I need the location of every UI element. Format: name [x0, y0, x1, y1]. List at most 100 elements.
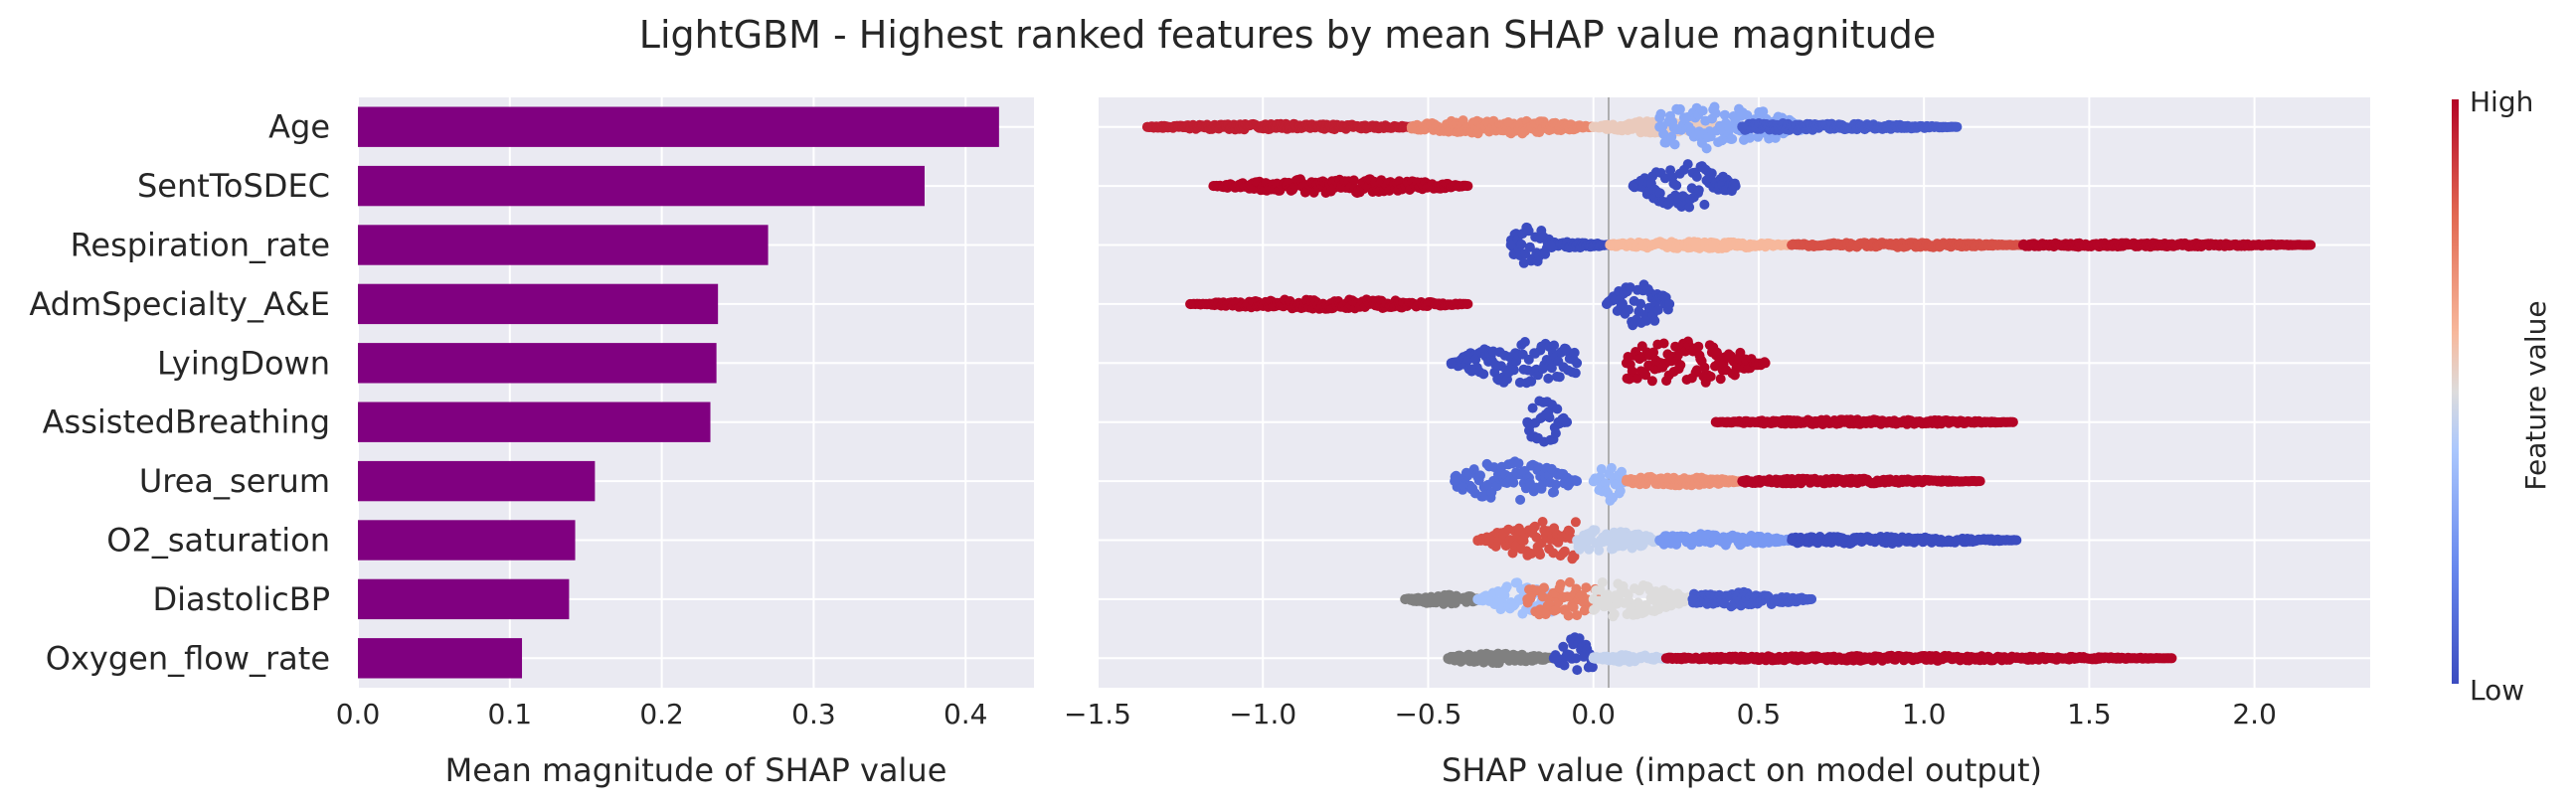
shap-point [1550, 428, 1561, 438]
shap-point [1406, 121, 1417, 132]
shap-point [1472, 593, 1483, 604]
shap-point [2017, 240, 2028, 250]
bar [358, 460, 596, 502]
shap-point [1348, 175, 1359, 186]
shap-point [1559, 546, 1570, 557]
feature-label: Age [268, 108, 330, 146]
swarm-x-tick-label: 1.5 [2067, 698, 2112, 730]
shap-point [1572, 358, 1583, 369]
shap-point [1806, 593, 1817, 604]
shap-point [1617, 466, 1627, 477]
shap-point [1588, 476, 1599, 487]
shap-point [1543, 373, 1554, 384]
shap-point [1443, 653, 1454, 664]
shap-point [1646, 376, 1657, 387]
shap-point [1687, 593, 1698, 604]
shap-point [1737, 121, 1748, 132]
shap-point [1570, 368, 1581, 379]
bar [358, 638, 523, 679]
shap-point [1624, 304, 1634, 315]
shap-point [1508, 365, 1519, 376]
swarm-x-tick-label: −1.0 [1229, 698, 1296, 730]
shap-point [1462, 298, 1473, 309]
shap-point [1570, 517, 1581, 528]
beeswarm-axes [1098, 97, 2370, 688]
shap-point [1185, 298, 1196, 309]
shap-point [1727, 133, 1738, 144]
feature-label: AdmSpecialty_A&E [29, 285, 330, 323]
shap-point [1537, 517, 1548, 527]
feature-label: DiastolicBP [152, 580, 330, 618]
shap-point [1550, 479, 1561, 490]
bar-x-tick-label: 0.0 [336, 698, 381, 730]
swarm-x-tick-label: −0.5 [1394, 698, 1461, 730]
shap-point [1590, 525, 1601, 536]
shap-point [1513, 458, 1524, 469]
shap-point [1572, 535, 1583, 546]
shap-point [1588, 593, 1599, 604]
shap-point [1609, 609, 1620, 619]
shap-point [1628, 181, 1638, 192]
shap-point [1545, 240, 1556, 250]
shap-point [1615, 485, 1626, 496]
shap-point [1641, 315, 1651, 326]
shap-point [1554, 372, 1565, 383]
colorbar-gradient [2452, 99, 2459, 684]
feature-label: Oxygen_flow_rate [46, 639, 330, 677]
shap-point [1699, 362, 1710, 373]
feature-label: AssistedBreathing [43, 404, 330, 441]
shap-point [1658, 338, 1669, 349]
shap-point [1654, 121, 1665, 132]
figure-title: LightGBM - Highest ranked features by me… [639, 13, 1936, 57]
shap-point [1596, 464, 1607, 474]
shap-point [1787, 240, 1798, 250]
shap-point [1549, 340, 1560, 351]
swarm-x-tick-label: 0.5 [1737, 698, 1782, 730]
bar [358, 283, 719, 325]
shap-point [1523, 226, 1534, 237]
shap-point [1742, 110, 1753, 120]
shap-point [1710, 108, 1721, 118]
shap-point [1572, 665, 1583, 676]
shap-point [1660, 653, 1671, 664]
shap-point [1141, 121, 1152, 132]
shap-point [1535, 550, 1546, 561]
shap-point [1693, 185, 1704, 196]
shap-point [1745, 132, 1755, 143]
swarm-x-tick-label: −1.5 [1064, 698, 1131, 730]
shap-point [1618, 298, 1628, 309]
shap-point [2011, 535, 2022, 546]
shap-point [1699, 199, 1710, 210]
swarm-x-tick-label: 0.0 [1571, 698, 1616, 730]
bar [358, 402, 711, 442]
shap-point [1516, 239, 1527, 249]
shap-point [1562, 416, 1573, 427]
shap-point [1705, 371, 1716, 382]
shap-point [1671, 180, 1682, 191]
shap-point [1208, 181, 1219, 192]
shap-point [1674, 103, 1685, 114]
shap-point [1602, 298, 1612, 309]
shap-point [1572, 476, 1583, 487]
shap-point [1522, 593, 1533, 604]
bar-chart-bars [358, 106, 999, 679]
bar-chart-x-axis-label: Mean magnitude of SHAP value [445, 751, 947, 789]
bar-chart-x-ticks: 0.0 0.1 0.2 0.3 0.4 [336, 698, 988, 730]
shap-point [1519, 337, 1530, 347]
shap-point [1605, 240, 1616, 250]
bar-x-tick-label: 0.1 [488, 698, 533, 730]
shap-point [1400, 593, 1411, 604]
beeswarm-panel: −1.5 −1.0 −0.5 0.0 0.5 1.0 1.5 2.0 SHAP value (… [1064, 97, 2370, 789]
colorbar-title: Feature value [2519, 300, 2552, 490]
swarm-x-tick-label: 2.0 [2232, 698, 2277, 730]
shap-point [1588, 653, 1599, 664]
colorbar-high-label: High [2470, 85, 2533, 118]
feature-label: SentToSDEC [137, 167, 330, 205]
shap-point [1600, 478, 1611, 489]
feature-name-labels: Age SentToSDEC Respiration_rate AdmSpecialt… [29, 108, 330, 678]
bar [358, 343, 717, 384]
bar [358, 225, 769, 265]
feature-label: Respiration_rate [71, 227, 330, 264]
shap-point [2306, 240, 2317, 250]
shap-point [1635, 298, 1646, 309]
